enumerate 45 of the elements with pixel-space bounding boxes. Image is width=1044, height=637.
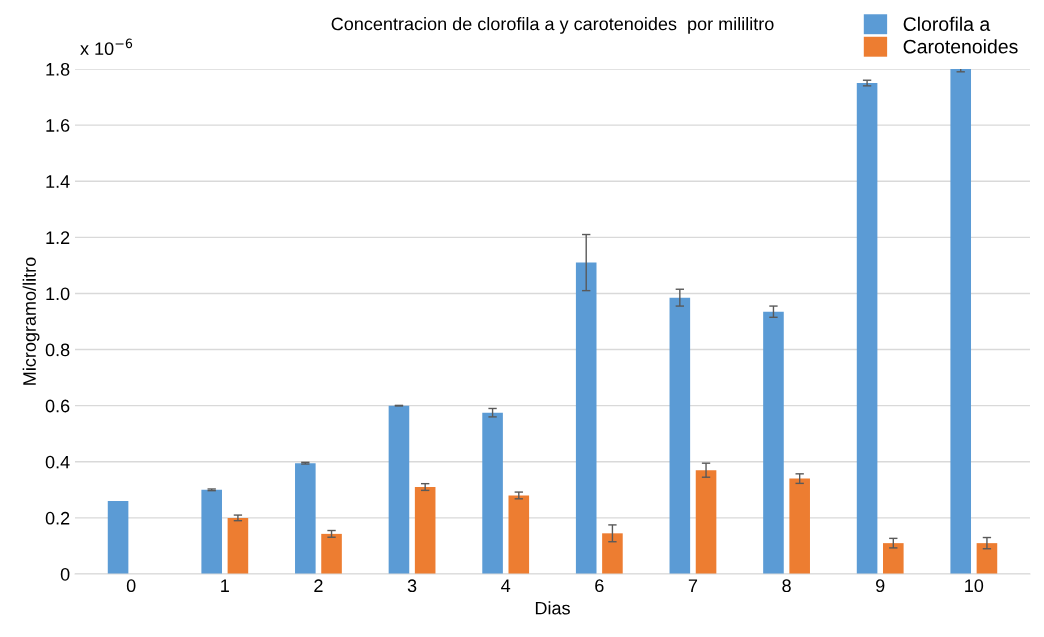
x-tick-label: 9 [876, 579, 885, 593]
bar [295, 463, 316, 574]
bar [414, 487, 436, 574]
bar [856, 83, 878, 574]
x-tick-label: 3 [407, 579, 417, 593]
bar [789, 478, 810, 574]
x-axis-title: Dias [535, 601, 570, 615]
bar [669, 297, 691, 574]
y-tick-label: 0.6 [45, 399, 70, 413]
y-tick-label: 0.4 [45, 455, 70, 469]
bar [227, 517, 249, 574]
x-tick-label: 10 [965, 579, 984, 593]
bar [321, 533, 342, 574]
x-tick-label: 2 [314, 579, 323, 592]
bar [508, 495, 530, 574]
legend-label: Clorofila a [903, 16, 991, 31]
y-tick-label: 1.0 [46, 287, 70, 301]
y-tick-label: 0.2 [45, 511, 70, 525]
bar [763, 311, 784, 574]
y-tick-label: 1.8 [46, 62, 70, 76]
bar [482, 412, 503, 574]
y-tick-label: 0 [60, 567, 70, 581]
x-tick-label: 0 [126, 579, 136, 593]
x-tick-label: 7 [688, 579, 698, 592]
y-tick-label: 1.6 [46, 119, 70, 132]
x-tick-label: 4 [501, 579, 511, 592]
bar [602, 533, 623, 574]
bar [883, 543, 904, 574]
chart-title: Concentracion de clorofila a y carotenoides por mililitro [331, 17, 774, 34]
x-tick-label: 8 [782, 579, 791, 593]
bar [695, 470, 717, 574]
bar [950, 69, 972, 574]
y-axis-title: Microgramo/litro [22, 257, 40, 385]
y-tick-label: 1.4 [46, 175, 70, 188]
bar [388, 405, 410, 574]
bar [107, 501, 129, 574]
y-tick-label: 1.2 [46, 231, 70, 244]
x-tick-label: 6 [595, 579, 604, 593]
y-tick-label: 0.8 [45, 343, 70, 357]
bar [976, 543, 998, 574]
text: x 10$^{−6}$ [80, 38, 133, 56]
x-tick-label: 1 [221, 579, 229, 592]
bar [575, 262, 597, 574]
legend-label: Carotenoides [903, 39, 1018, 54]
bar [201, 489, 222, 574]
